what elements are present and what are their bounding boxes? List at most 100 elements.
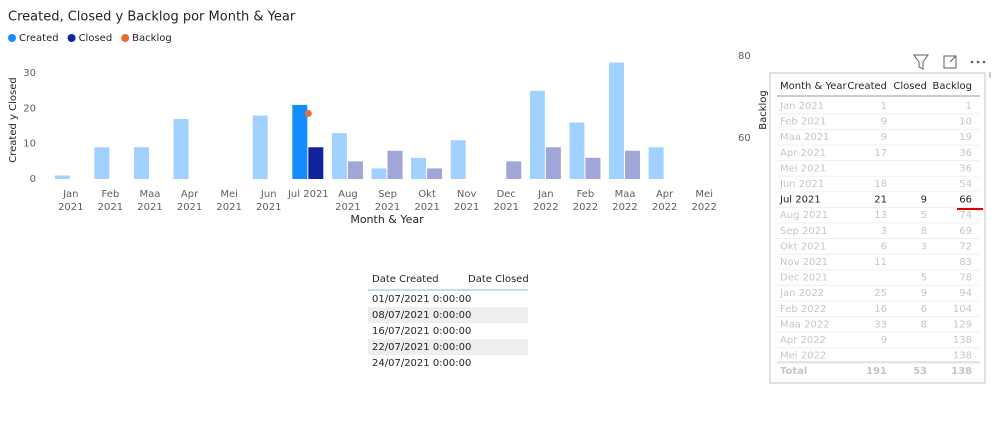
matrix-header: Closed [893, 81, 927, 92]
matrix-cell: 3 [881, 226, 887, 237]
matrix-cell: 78 [959, 273, 972, 284]
table-header: Date Created [372, 274, 439, 285]
matrix-cell: 5 [921, 210, 927, 221]
matrix-cell: 69 [959, 226, 972, 237]
matrix-cell: Maa 2022 [780, 319, 830, 330]
matrix-cell: 54 [959, 179, 972, 190]
matrix-cell: Feb 2022 [780, 304, 826, 315]
bar [648, 147, 664, 179]
matrix-cell: 74 [959, 210, 972, 221]
bar [411, 157, 427, 179]
matrix-cell: 13 [874, 210, 887, 221]
bar [450, 140, 466, 179]
matrix-cell: Okt 2021 [780, 241, 826, 252]
matrix-cell: 5 [921, 273, 927, 284]
y-axis-title: Created y Closed [8, 77, 19, 162]
table-header: Date Closed [468, 274, 529, 285]
x-tick-label: Mei [695, 189, 713, 200]
x-tick-label: Aug [338, 189, 358, 200]
bar [331, 133, 347, 179]
x-tick-label: Feb [102, 189, 120, 200]
matrix-cell: 138 [953, 351, 972, 362]
matrix-header: Month & Year [780, 81, 848, 92]
bar [173, 119, 189, 179]
matrix-cell: Maa 2021 [780, 132, 830, 143]
focus-icon[interactable] [943, 55, 957, 69]
x-tick-label: 2021 [98, 202, 123, 213]
x-tick-label: Jan [62, 189, 78, 200]
legend-label: Closed [79, 33, 113, 44]
matrix-cell: Apr 2021 [780, 148, 826, 159]
matrix-cell: 9 [881, 132, 887, 143]
matrix-cell: 10 [959, 117, 972, 128]
matrix-cell: 1 [881, 101, 887, 112]
x-tick-label: Jun [260, 189, 277, 200]
x-tick-label: 2021 [375, 202, 400, 213]
matrix-cell: 9 [921, 195, 927, 206]
matrix-cell: 21 [874, 195, 887, 206]
bar [545, 147, 561, 179]
x-tick-label: 2021 [58, 202, 83, 213]
x-tick-label: 2021 [414, 202, 439, 213]
table-cell: 24/07/2021 0:00:00 [372, 358, 471, 369]
x-tick-label: 2021 [454, 202, 479, 213]
x-tick-label: Okt [418, 189, 436, 200]
y-tick-label: 30 [23, 68, 36, 79]
x-tick-label: Apr [656, 189, 674, 200]
x-tick-label: Maa [615, 189, 636, 200]
x-tick-label: 2022 [533, 202, 558, 213]
legend-label: Backlog [132, 33, 172, 44]
matrix-cell: Dec 2021 [780, 273, 828, 284]
legend-label: Created [19, 33, 59, 44]
matrix-cell: 8 [921, 319, 927, 330]
x-tick-label: 2022 [652, 202, 677, 213]
x-axis-title: Month & Year [350, 213, 424, 226]
x-tick-label: Apr [181, 189, 199, 200]
x-tick-label: 2021 [177, 202, 202, 213]
matrix-cell: 3 [921, 241, 927, 252]
table-row-band [368, 339, 528, 355]
bar [308, 147, 324, 179]
legend-swatch [8, 34, 16, 42]
legend-swatch [121, 34, 130, 42]
filter-icon[interactable] [913, 54, 929, 70]
matrix-cell: 17 [874, 148, 887, 159]
matrix-cell: 25 [874, 288, 887, 299]
y2-tick-label: 80 [738, 51, 751, 62]
table-cell: 22/07/2021 0:00:00 [372, 342, 471, 353]
matrix-cell: 6 [881, 241, 887, 252]
more-icon[interactable] [970, 60, 986, 64]
x-tick-label: Nov [457, 189, 477, 200]
matrix-total: 53 [913, 366, 927, 377]
matrix-total: 138 [951, 366, 972, 377]
bar [609, 62, 625, 180]
matrix-cell: 33 [874, 319, 887, 330]
y2-axis-title: Backlog [758, 90, 769, 130]
matrix-cell: 36 [959, 163, 972, 174]
x-tick-label: Feb [577, 189, 595, 200]
x-tick-label: Jan [537, 189, 553, 200]
matrix-cell: 72 [959, 241, 972, 252]
x-tick-label: 2022 [573, 202, 598, 213]
chart-title: Created, Closed y Backlog por Month & Ye… [8, 10, 296, 25]
x-tick-label: 2022 [612, 202, 637, 213]
matrix-cell: 11 [874, 257, 887, 268]
matrix-cell: 1 [966, 101, 972, 112]
matrix-cell: Sep 2021 [780, 226, 827, 237]
table-cell: 08/07/2021 0:00:00 [372, 310, 471, 321]
bar [585, 157, 601, 179]
matrix-cell: Aug 2021 [780, 210, 828, 221]
matrix-cell: 19 [959, 132, 972, 143]
matrix-cell: 9 [921, 288, 927, 299]
x-tick-label: 2021 [216, 202, 241, 213]
x-tick-label: Mei [220, 189, 238, 200]
table-cell: 01/07/2021 0:00:00 [372, 294, 471, 305]
matrix-cell: 18 [874, 179, 887, 190]
table-cell: 16/07/2021 0:00:00 [372, 326, 471, 337]
x-tick-label: Jul 2021 [287, 189, 329, 200]
y2-tick-label: 60 [738, 133, 751, 144]
backlog-point [304, 109, 312, 117]
bar [252, 115, 268, 179]
matrix-header: Created [847, 81, 887, 92]
